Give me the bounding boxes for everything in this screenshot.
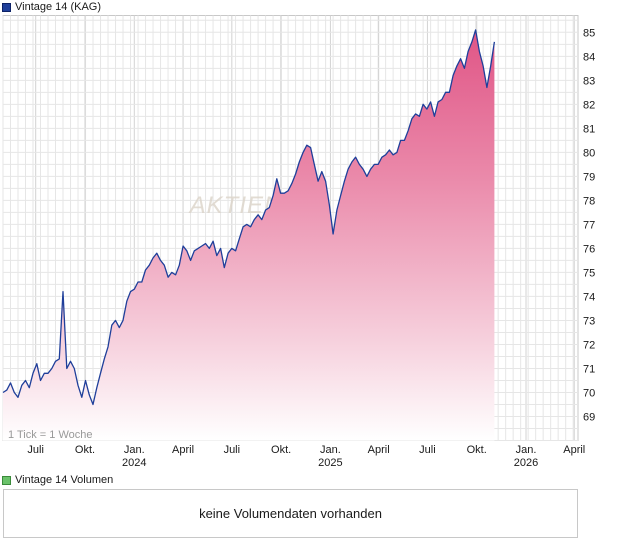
- volume-panel: keine Volumendaten vorhanden: [3, 489, 578, 538]
- price-chart: AKTIEN 697071727374757677787980818283848…: [2, 15, 595, 469]
- y-tick-label: 71: [583, 363, 595, 375]
- y-tick-label: 85: [583, 27, 595, 39]
- x-tick-label: Okt.: [271, 444, 291, 456]
- y-tick-label: 81: [583, 123, 595, 135]
- price-area-fill: [3, 29, 495, 441]
- y-tick-label: 78: [583, 195, 595, 207]
- y-tick-label: 75: [583, 267, 595, 279]
- y-tick-label: 76: [583, 243, 595, 255]
- x-tick-label: Okt.: [467, 444, 487, 456]
- y-tick-label: 74: [583, 291, 595, 303]
- x-tick-label: Juli: [224, 444, 241, 456]
- volume-legend: Vintage 14 Volumen: [2, 473, 113, 487]
- x-tick-label: Juli: [27, 444, 44, 456]
- x-tick-year-label: 2025: [318, 457, 342, 469]
- x-tick-label: Jan.: [320, 444, 341, 456]
- x-tick-label: April: [368, 444, 390, 456]
- x-tick-label: April: [172, 444, 194, 456]
- y-tick-label: 79: [583, 171, 595, 183]
- y-tick-label: 80: [583, 147, 595, 159]
- volume-legend-label: Vintage 14 Volumen: [15, 474, 114, 486]
- price-line: [2, 29, 496, 406]
- price-series-swatch: [2, 2, 11, 12]
- y-axis-tick-labels: 69 70 71 72 73 74 75 76 77 78 79 80 81 82 83 84 85: [583, 27, 595, 423]
- x-tick-label: Juli: [419, 444, 436, 456]
- volume-empty-message: keine Volumendaten vorhanden: [199, 506, 382, 521]
- volume-series-swatch: [2, 475, 11, 485]
- y-tick-label: 73: [583, 315, 595, 327]
- x-tick-label: Jan.: [124, 444, 145, 456]
- x-tick-label: April: [563, 444, 585, 456]
- y-tick-label: 77: [583, 219, 595, 231]
- y-tick-label: 84: [583, 51, 595, 63]
- y-tick-label: 83: [583, 75, 595, 87]
- x-tick-year-label: 2026: [514, 457, 538, 469]
- price-legend-label: Vintage 14 (KAG): [15, 1, 102, 13]
- y-tick-label: 69: [583, 411, 595, 423]
- x-tick-label: Okt.: [75, 444, 95, 456]
- x-tick-label: Jan.: [516, 444, 537, 456]
- price-legend: Vintage 14 (KAG): [2, 0, 101, 14]
- y-tick-label: 70: [583, 387, 595, 399]
- x-tick-year-label: 2024: [122, 457, 146, 469]
- y-tick-label: 82: [583, 99, 595, 111]
- y-tick-label: 72: [583, 339, 595, 351]
- tick-note: 1 Tick = 1 Woche: [8, 429, 92, 441]
